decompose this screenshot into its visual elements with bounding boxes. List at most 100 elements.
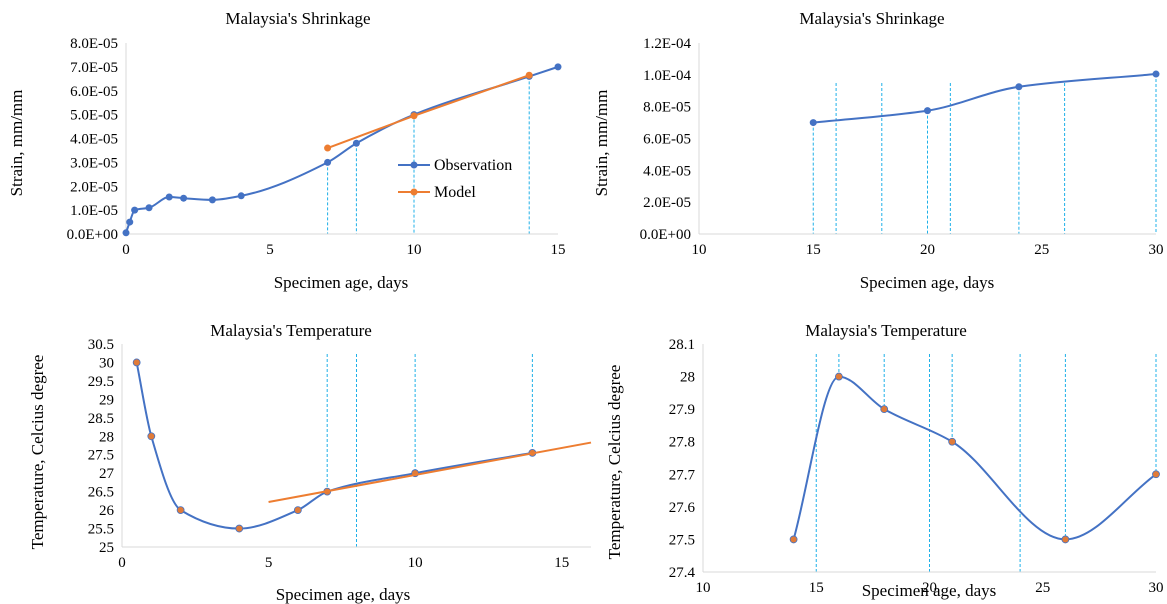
data-point	[145, 204, 153, 212]
y-tick-label: 26	[99, 503, 115, 519]
y-tick-label: 25.5	[88, 522, 114, 538]
chart-panel-temperature-late: Malaysia's Temperature Specimen age, day…	[605, 321, 1164, 600]
y-tick-label: 7.0E-05	[70, 60, 118, 76]
data-point	[525, 71, 533, 79]
x-tick-label: 15	[806, 242, 821, 258]
y-tick-label: 2.0E-05	[70, 179, 118, 195]
data-point	[132, 358, 141, 367]
data-point	[835, 372, 843, 381]
data-point	[809, 119, 817, 127]
series-line-model	[327, 74, 530, 149]
data-point	[176, 506, 185, 514]
data-point	[1015, 83, 1023, 91]
x-axis-label: Specimen age, days	[862, 581, 997, 600]
x-tick-label: 5	[265, 555, 273, 571]
y-tick-label: 1.2E-04	[643, 36, 691, 52]
y-axis-label: Temperature, Celcius degree	[605, 365, 624, 560]
data-point	[352, 139, 360, 147]
series-line-primary	[135, 362, 533, 530]
y-tick-label: 1.0E-05	[70, 203, 118, 219]
y-tick-label: 28.5	[88, 411, 114, 427]
data-point	[924, 107, 931, 115]
series-line-primary	[125, 65, 559, 234]
x-tick-label: 15	[554, 555, 569, 571]
y-tick-label: 3.0E-05	[70, 155, 118, 171]
data-point	[237, 192, 245, 200]
data-point	[180, 194, 188, 202]
data-point	[1061, 535, 1070, 544]
y-axis-label: Temperature, Celcius degree	[28, 355, 47, 550]
data-point	[789, 535, 798, 544]
y-tick-label: 28	[99, 429, 114, 445]
legend: Observation Model	[398, 157, 512, 201]
chart-panel-shrinkage-early: Malaysia's Shrinkage Specimen age, days …	[7, 9, 566, 292]
x-tick-label: 25	[1035, 580, 1050, 596]
legend-label-observation: Observation	[434, 157, 512, 174]
y-tick-label: 8.0E-05	[643, 100, 691, 116]
data-point	[880, 405, 889, 414]
y-tick-label: 8.0E-05	[70, 36, 118, 52]
y-tick-label: 26.5	[88, 485, 114, 501]
data-point	[131, 206, 139, 214]
y-tick-label: 27.7	[669, 467, 696, 483]
data-point	[126, 218, 134, 226]
data-point	[293, 506, 302, 514]
chart-panel-temperature-early: Malaysia's Temperature Specimen age, day…	[28, 321, 592, 604]
data-point	[122, 229, 130, 237]
series-line-model	[268, 441, 592, 503]
legend-label-model: Model	[434, 184, 476, 201]
y-tick-label: 5.0E-05	[70, 108, 118, 124]
x-axis-label: Specimen age, days	[274, 273, 409, 292]
y-tick-label: 4.0E-05	[70, 132, 118, 148]
data-point	[1152, 70, 1160, 78]
data-point	[410, 112, 418, 120]
y-tick-label: 6.0E-05	[70, 84, 118, 100]
x-tick-label: 0	[118, 555, 126, 571]
x-tick-label: 20	[920, 242, 935, 258]
x-tick-label: 10	[696, 580, 711, 596]
y-tick-label: 27.9	[669, 402, 695, 418]
legend-marker-observation	[410, 161, 418, 169]
chart-title: Malaysia's Shrinkage	[225, 9, 370, 28]
x-tick-label: 30	[1149, 242, 1164, 258]
x-axis-label: Specimen age, days	[276, 585, 411, 604]
y-tick-label: 27.8	[669, 435, 695, 451]
y-tick-label: 28.1	[669, 337, 695, 353]
series-line-primary	[792, 375, 1157, 541]
legend-marker-model	[410, 188, 418, 196]
y-axis-label: Strain, mm/mm	[7, 90, 26, 197]
data-point	[235, 524, 244, 533]
y-tick-label: 0.0E+00	[640, 227, 691, 243]
x-tick-label: 20	[922, 580, 937, 596]
data-point	[324, 158, 332, 166]
guide-lines-layer	[326, 74, 1157, 572]
y-tick-label: 30	[99, 355, 114, 371]
chart-title: Malaysia's Temperature	[805, 321, 967, 340]
y-tick-label: 27	[99, 466, 115, 482]
data-point	[554, 63, 562, 71]
y-tick-label: 27.5	[669, 532, 695, 548]
data-point	[1152, 470, 1160, 479]
y-tick-label: 2.0E-05	[643, 195, 691, 211]
data-point	[948, 437, 957, 446]
y-tick-label: 29	[99, 392, 114, 408]
x-tick-label: 30	[1149, 580, 1164, 596]
y-tick-label: 0.0E+00	[67, 227, 118, 243]
y-axis-label: Strain, mm/mm	[592, 90, 611, 197]
x-tick-label: 15	[809, 580, 824, 596]
y-tick-label: 30.5	[88, 337, 114, 353]
y-tick-label: 29.5	[88, 374, 114, 390]
series-line-primary	[813, 73, 1157, 124]
x-tick-label: 10	[407, 242, 422, 258]
y-tick-label: 28	[680, 370, 695, 386]
data-point	[208, 196, 216, 204]
y-tick-label: 4.0E-05	[643, 163, 691, 179]
x-tick-label: 25	[1034, 242, 1049, 258]
y-tick-label: 25	[99, 540, 114, 556]
y-tick-label: 6.0E-05	[643, 132, 691, 148]
y-tick-label: 27.5	[88, 448, 114, 464]
data-point	[165, 193, 173, 201]
x-tick-label: 15	[551, 242, 566, 258]
x-tick-label: 10	[692, 242, 707, 258]
